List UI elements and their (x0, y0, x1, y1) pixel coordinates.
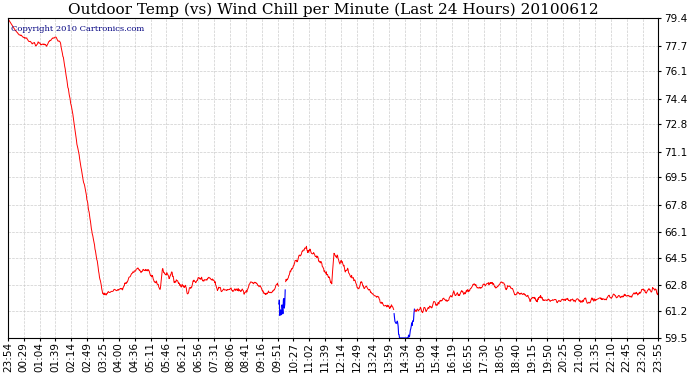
Title: Outdoor Temp (vs) Wind Chill per Minute (Last 24 Hours) 20100612: Outdoor Temp (vs) Wind Chill per Minute … (68, 3, 598, 17)
Text: Copyright 2010 Cartronics.com: Copyright 2010 Cartronics.com (11, 25, 144, 33)
